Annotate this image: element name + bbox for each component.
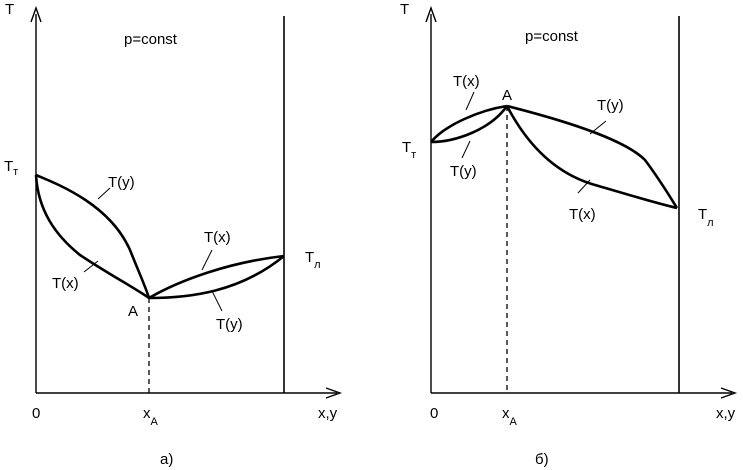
- y-axis-label: T: [5, 1, 14, 18]
- xa-label: xA: [143, 405, 159, 428]
- curve-ty-left: [35, 173, 151, 299]
- curve-label-tx-right: T(x): [569, 206, 596, 223]
- x-axis-label: x,y: [318, 405, 338, 422]
- leader-tx-left: [83, 260, 99, 273]
- curve-label-tx-left: T(x): [52, 275, 79, 292]
- leader-tx-right: [201, 249, 213, 271]
- condition-label: p=const: [124, 31, 178, 48]
- t-liquid-label: Tл: [698, 206, 714, 229]
- x-axis-label: x,y: [716, 405, 736, 422]
- y-axis-arrow: [30, 5, 42, 23]
- panel-caption: а): [160, 451, 173, 468]
- x-axis-arrow: [325, 387, 343, 399]
- x-axis-arrow: [720, 387, 738, 399]
- origin-label: 0: [430, 405, 438, 422]
- t-liquid-label: Tл: [305, 249, 321, 271]
- azeotrope-label: A: [128, 303, 138, 320]
- leader-tx-right: [577, 179, 591, 194]
- curve-ty-right: [148, 254, 285, 300]
- curve-label-ty-left: T(y): [108, 174, 135, 191]
- origin-label: 0: [32, 405, 40, 422]
- panel-a: T p=const Tт Tл T(y) T(x) T(x) T(y) A 0 …: [4, 1, 343, 468]
- curve-label-tx-right: T(x): [204, 229, 231, 246]
- leader-ty-right: [211, 290, 223, 312]
- leader-ty-right: [589, 120, 607, 135]
- xa-label: xA: [502, 405, 518, 428]
- leader-ty-left: [97, 187, 111, 200]
- y-axis-arrow: [425, 5, 437, 23]
- curve-label-ty-right: T(y): [597, 97, 624, 114]
- panel-b: T p=const Tт Tл T(x) T(y) T(y) T(x) A 0 …: [400, 1, 738, 468]
- curve-label-ty-left: T(y): [450, 163, 477, 180]
- leader-tx-left: [465, 91, 475, 111]
- y-axis-label: T: [400, 1, 409, 18]
- t-solid-label: Tт: [4, 158, 18, 178]
- curve-tx-left: [34, 174, 150, 300]
- leader-ty-left: [461, 140, 471, 159]
- curve-tx-right: [505, 105, 678, 210]
- curve-label-ty-right: T(y): [216, 316, 243, 333]
- t-solid-label: Tт: [402, 139, 416, 161]
- condition-label: p=const: [525, 28, 579, 45]
- azeotrope-label: A: [502, 87, 512, 104]
- panel-caption: б): [535, 451, 549, 468]
- curve-ty-right: [506, 104, 679, 209]
- curve-label-tx-left: T(x): [453, 73, 480, 90]
- curve-tx-left: [429, 104, 508, 143]
- curve-tx-right: [148, 254, 285, 300]
- curve-ty-left: [430, 105, 509, 144]
